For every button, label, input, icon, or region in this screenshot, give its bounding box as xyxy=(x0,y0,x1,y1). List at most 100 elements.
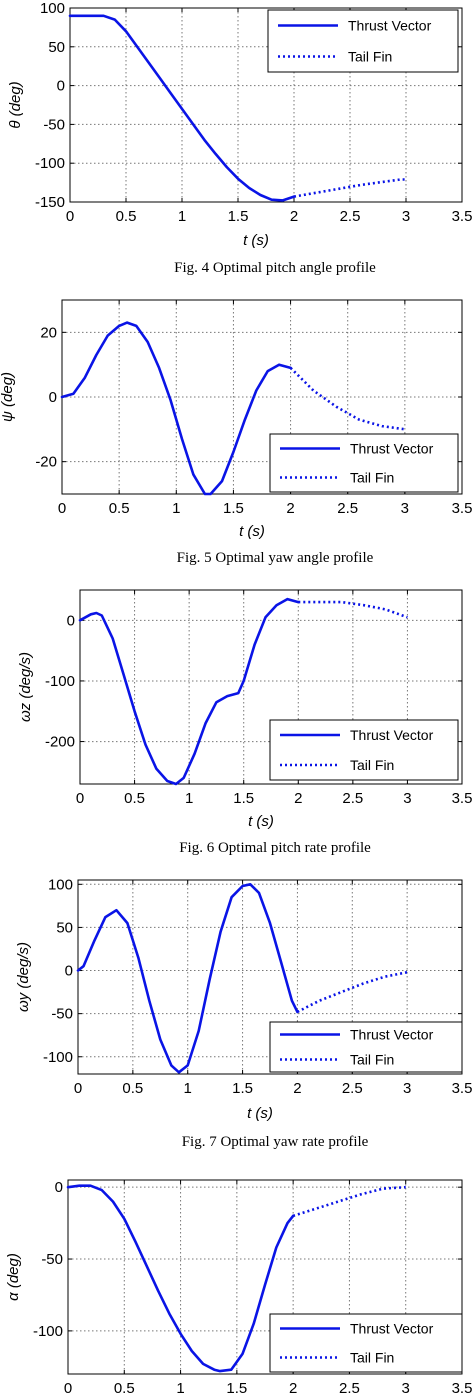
y-axis-label: ωz (deg/s) xyxy=(17,652,34,722)
y-tick-label: -50 xyxy=(41,1251,63,1268)
y-tick-label: 0 xyxy=(57,78,65,95)
legend-label: Tail Fin xyxy=(350,757,394,773)
x-tick-label: 1 xyxy=(178,208,186,225)
x-tick-label: 3 xyxy=(402,1380,410,1394)
x-tick-label: 3.5 xyxy=(452,1380,473,1394)
x-tick-label: 2 xyxy=(289,1380,297,1394)
y-tick-label: 0 xyxy=(55,1179,63,1196)
legend: Thrust Vector Tail Fin xyxy=(267,9,459,73)
legend-box xyxy=(267,9,459,73)
x-axis-label: t (s) xyxy=(243,232,269,249)
y-tick-label: -100 xyxy=(45,673,75,690)
x-tick-label: 3 xyxy=(403,790,411,807)
x-tick-label: 0.5 xyxy=(114,1380,135,1394)
x-tick-label: 3.5 xyxy=(452,500,473,517)
legend: Thrust Vector Tail Fin xyxy=(269,1313,463,1373)
x-tick-label: 1.5 xyxy=(233,790,254,807)
x-tick-label: 1 xyxy=(172,500,180,517)
y-tick-label: -50 xyxy=(43,116,65,133)
x-tick-label: 1 xyxy=(176,1380,184,1394)
legend-label: Thrust Vector xyxy=(348,18,432,34)
x-tick-label: 0.5 xyxy=(124,790,145,807)
chart-7: 0 0.5 1 1.5 2 2.5 3 3.5 100 50 0 -50 -100 Thrust Vect… xyxy=(15,876,472,1150)
x-tick-label: 1.5 xyxy=(226,1380,247,1394)
x-axis-label: t (s) xyxy=(247,1105,273,1122)
chart-6: 0 0.5 1 1.5 2 2.5 3 3.5 0 -100 -200 Thrust Vector Ta… xyxy=(17,589,473,856)
x-tick-label: 3 xyxy=(403,1080,411,1097)
y-tick-label: -200 xyxy=(45,734,75,751)
x-axis-label: t (s) xyxy=(239,523,265,540)
chart-8: 0 0.5 1 1.5 2 2.5 3 3.5 0 -50 -100 Thrust Vector Tai… xyxy=(5,1179,472,1394)
y-axis-label: ωy (deg/s) xyxy=(15,942,32,1012)
legend-label: Tail Fin xyxy=(350,470,394,486)
x-tick-label: 3.5 xyxy=(452,208,473,225)
figure-caption: Fig. 7 Optimal yaw rate profile xyxy=(182,1134,369,1150)
x-tick-label: 2 xyxy=(293,1080,301,1097)
x-tick-label: 2.5 xyxy=(340,208,361,225)
x-tick-label: 2 xyxy=(290,208,298,225)
series-line-thrust-vector xyxy=(66,1184,295,1373)
legend-label: Tail Fin xyxy=(350,1350,394,1366)
y-tick-label: 20 xyxy=(40,324,57,341)
series-line-tail-fin xyxy=(296,971,408,1014)
series-line-tail-fin xyxy=(298,600,408,619)
x-tick-label: 0.5 xyxy=(109,500,130,517)
x-tick-label: 1.5 xyxy=(232,1080,253,1097)
x-axis-label: t (s) xyxy=(248,813,274,830)
legend-box xyxy=(269,433,459,493)
legend: Thrust Vector Tail Fin xyxy=(269,1021,463,1073)
x-tick-label: 3.5 xyxy=(452,1080,473,1097)
series-line-thrust-vector xyxy=(60,321,292,496)
chart-5: 0 0.5 1 1.5 2 2.5 3 3.5 20 0 -20 Thrust Vector Tail … xyxy=(0,299,473,566)
legend: Thrust Vector Tail Fin xyxy=(269,433,459,493)
y-tick-label: 0 xyxy=(49,389,57,406)
x-tick-label: 2.5 xyxy=(339,1380,360,1394)
y-tick-label: 0 xyxy=(65,963,73,980)
x-tick-label: 1.5 xyxy=(228,208,249,225)
y-axis-label: α (deg) xyxy=(5,1253,22,1301)
y-axis-label: ψ (deg) xyxy=(0,372,16,422)
y-tick-label: -150 xyxy=(35,194,65,211)
legend-label: Thrust Vector xyxy=(350,1027,434,1043)
y-tick-label: 100 xyxy=(48,876,73,893)
x-tick-label: 1 xyxy=(185,790,193,807)
legend-label: Thrust Vector xyxy=(350,441,434,457)
x-tick-label: 3.5 xyxy=(452,790,473,807)
x-tick-label: 2 xyxy=(294,790,302,807)
x-tick-label: 2 xyxy=(286,500,294,517)
series-line-thrust-vector xyxy=(68,14,296,202)
series-line-thrust-vector xyxy=(78,597,300,786)
figure-caption: Fig. 4 Optimal pitch angle profile xyxy=(174,260,376,276)
y-tick-label: -100 xyxy=(43,1049,73,1066)
x-tick-label: 0.5 xyxy=(122,1080,143,1097)
series-line-thrust-vector xyxy=(76,882,299,1074)
y-tick-label: 50 xyxy=(56,919,73,936)
series-line-tail-fin xyxy=(289,366,406,431)
y-tick-label: -20 xyxy=(35,454,57,471)
figure-caption: Fig. 5 Optimal yaw angle profile xyxy=(177,550,374,566)
x-tick-label: 0 xyxy=(76,790,84,807)
x-tick-label: 0 xyxy=(64,1380,72,1394)
legend-box xyxy=(269,1021,463,1073)
x-tick-label: 3 xyxy=(402,208,410,225)
y-tick-label: -100 xyxy=(35,155,65,172)
x-tick-label: 0 xyxy=(74,1080,82,1097)
x-tick-label: 2.5 xyxy=(337,500,358,517)
y-tick-label: -50 xyxy=(51,1006,73,1023)
x-tick-label: 0 xyxy=(66,208,74,225)
legend: Thrust Vector Tail Fin xyxy=(269,719,459,781)
x-tick-label: 0 xyxy=(58,500,66,517)
figure-caption: Fig. 6 Optimal pitch rate profile xyxy=(179,840,371,856)
chart-4: 0 0.5 1 1.5 2 2.5 3 3.5 100 50 0 -50 -100 -150 Thrust … xyxy=(7,0,472,276)
legend-box xyxy=(269,1313,463,1373)
x-tick-label: 2.5 xyxy=(342,790,363,807)
y-tick-label: 100 xyxy=(40,0,65,17)
y-axis-label: θ (deg) xyxy=(7,81,24,128)
legend-label: Thrust Vector xyxy=(350,1321,434,1337)
legend-label: Tail Fin xyxy=(350,1052,394,1068)
y-tick-label: -100 xyxy=(33,1323,63,1340)
x-tick-label: 2.5 xyxy=(342,1080,363,1097)
x-tick-label: 0.5 xyxy=(116,208,137,225)
legend-label: Thrust Vector xyxy=(350,727,434,743)
